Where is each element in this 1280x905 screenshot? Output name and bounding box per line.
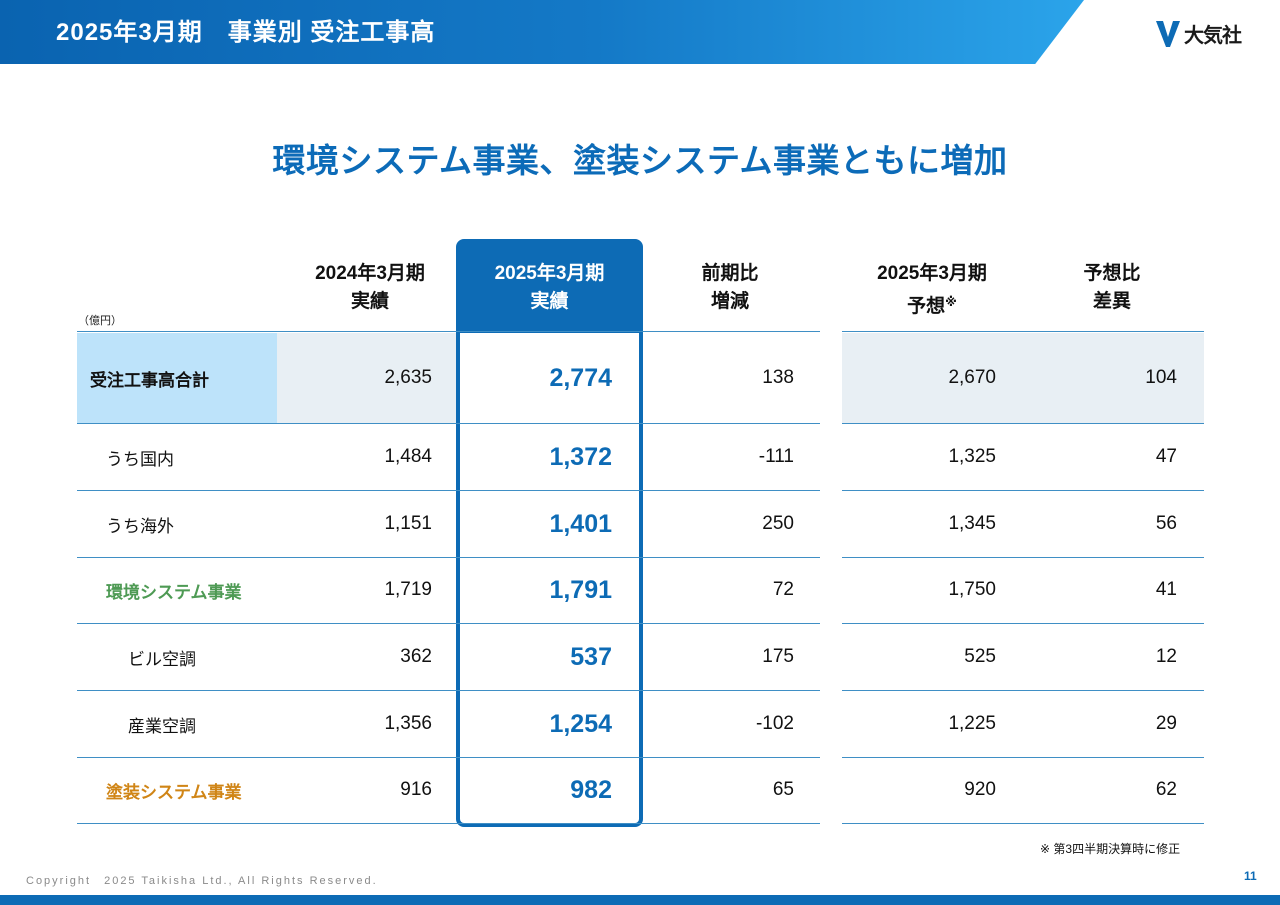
- copyright: Copyright 2025 Taikisha Ltd., All Rights…: [26, 875, 378, 887]
- cell-prev-actual: 1,719: [384, 579, 432, 600]
- cell-yoy: 138: [762, 367, 794, 388]
- col-header-vs-forecast: 予想比 差異: [1083, 263, 1141, 312]
- cell-vs-forecast: 56: [1155, 513, 1177, 534]
- col-header-curr-actual: 2025年3月期 実績: [494, 263, 605, 312]
- cell-curr-actual: 1,254: [549, 709, 612, 738]
- table-row: うち海外 1,151 1,401 250 1,345 56: [0, 491, 1280, 557]
- taikisha-logo-mark-icon: [1156, 21, 1180, 47]
- total-row-bg: [277, 333, 456, 423]
- cell-yoy: 175: [762, 646, 794, 667]
- highlight-column-frame: [456, 331, 643, 827]
- row-label: ビル空調: [128, 649, 196, 669]
- table-rule: [842, 823, 1204, 824]
- table-rule: [842, 490, 1204, 491]
- cell-yoy: -102: [755, 713, 794, 734]
- row-label-painting: 塗装システム事業: [106, 782, 242, 802]
- cell-yoy: 72: [772, 579, 794, 600]
- table-rule: [77, 623, 820, 624]
- row-label: うち海外: [106, 516, 174, 536]
- header: 2025年3月期 事業別 受注工事高 大気社: [0, 0, 1280, 64]
- logo-text: 大気社: [1184, 24, 1242, 47]
- table-rule: [842, 757, 1204, 758]
- cell-forecast: 2,670: [948, 367, 996, 388]
- table-row: 塗装システム事業 916 982 65 920 62: [0, 757, 1280, 823]
- cell-forecast: 1,225: [948, 713, 996, 734]
- table-rule: [842, 331, 1204, 332]
- cell-prev-actual: 1,151: [384, 513, 432, 534]
- header-bar: [0, 0, 1084, 64]
- table-rule: [77, 490, 820, 491]
- cell-prev-actual: 362: [400, 646, 432, 667]
- row-label-environment: 環境システム事業: [106, 582, 242, 602]
- cell-vs-forecast: 62: [1155, 779, 1177, 800]
- total-row-forecast-bg: [842, 333, 1204, 423]
- table-rule: [842, 557, 1204, 558]
- row-label: うち国内: [106, 449, 174, 469]
- row-label: 産業空調: [128, 716, 196, 736]
- cell-vs-forecast: 47: [1155, 446, 1177, 467]
- col-header-yoy: 前期比 増減: [701, 263, 759, 312]
- cell-curr-actual: 1,791: [549, 575, 612, 604]
- cell-prev-actual: 1,484: [384, 446, 432, 467]
- table-row: うち国内 1,484 1,372 -111 1,325 47: [0, 424, 1280, 490]
- forecast-note-mark: ※: [945, 295, 957, 309]
- table-rule: [842, 623, 1204, 624]
- cell-forecast: 525: [964, 646, 996, 667]
- cell-curr-actual: 982: [570, 775, 612, 804]
- cell-curr-actual: 1,401: [549, 509, 612, 538]
- cell-vs-forecast: 104: [1145, 367, 1177, 388]
- row-label: 受注工事高合計: [90, 370, 209, 390]
- cell-forecast: 1,325: [948, 446, 996, 467]
- cell-yoy: 250: [762, 513, 794, 534]
- unit-label: （億円）: [78, 315, 122, 327]
- table-rule: [77, 823, 820, 824]
- table-row: 産業空調 1,356 1,254 -102 1,225 29: [0, 691, 1280, 757]
- cell-forecast: 920: [964, 779, 996, 800]
- cell-prev-actual: 2,635: [384, 367, 432, 388]
- footnote: ※ 第3四半期決算時に修正: [1040, 842, 1181, 856]
- page-title: 2025年3月期 事業別 受注工事高: [56, 19, 436, 46]
- company-logo: 大気社: [1154, 16, 1242, 50]
- footer-bar: [0, 895, 1280, 905]
- col-header-prev-actual: 2024年3月期 実績: [315, 263, 425, 312]
- cell-yoy: -111: [758, 446, 794, 467]
- col-header-forecast: 2025年3月期 予想※: [877, 263, 987, 317]
- cell-prev-actual: 1,356: [384, 713, 432, 734]
- table-row-total: 受注工事高合計 2,635 2,774 138 2,670 104: [0, 333, 1280, 423]
- table-row: 環境システム事業 1,719 1,791 72 1,750 41: [0, 557, 1280, 623]
- cell-forecast: 1,750: [948, 579, 996, 600]
- cell-prev-actual: 916: [400, 779, 432, 800]
- cell-vs-forecast: 29: [1155, 713, 1177, 734]
- table-rule: [77, 423, 820, 424]
- cell-curr-actual: 1,372: [549, 442, 612, 471]
- slide-subtitle: 環境システム事業、塗装システム事業ともに増加: [272, 142, 1008, 179]
- page-number: 11: [1244, 869, 1257, 883]
- cell-yoy: 65: [772, 779, 794, 800]
- table-rule: [77, 331, 820, 332]
- cell-curr-actual: 537: [570, 642, 612, 671]
- cell-curr-actual: 2,774: [549, 363, 612, 392]
- table-row: ビル空調 362 537 175 525 12: [0, 624, 1280, 690]
- table-rule: [77, 557, 820, 558]
- table-rule: [77, 757, 820, 758]
- total-row-label-bg: [77, 333, 277, 423]
- highlight-column-header: [456, 239, 643, 333]
- table-rule: [842, 423, 1204, 424]
- table-rule: [842, 690, 1204, 691]
- cell-vs-forecast: 41: [1155, 579, 1177, 600]
- cell-vs-forecast: 12: [1155, 646, 1177, 667]
- cell-forecast: 1,345: [948, 513, 996, 534]
- table-rule: [77, 690, 820, 691]
